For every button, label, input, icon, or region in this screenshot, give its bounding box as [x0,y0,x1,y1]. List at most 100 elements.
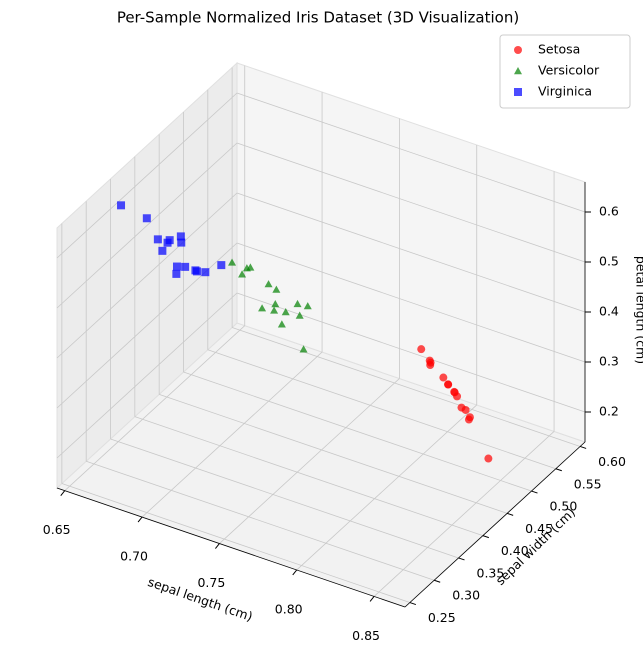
grid-line [56,92,238,259]
data-point [450,387,459,396]
grid-line [236,142,586,263]
legend-marker [514,67,522,75]
data-point [277,320,286,328]
data-point [464,415,473,424]
grid-line [56,142,238,309]
z-tick-label: 0.4 [599,304,619,319]
x-tick-label: 0.80 [275,601,303,616]
data-point [293,299,302,308]
data-point [258,304,267,312]
tick-mark [292,569,298,576]
data-point [217,261,226,270]
y-tick-label: 0.60 [598,454,626,469]
data-point [192,267,201,276]
data-point [181,262,190,271]
grid-line [373,431,555,597]
grid-line [236,242,586,363]
data-point [484,454,493,463]
tick-mark [409,602,417,606]
legend-label: Virginica [538,84,592,99]
tick-mark [458,557,465,561]
data-point [417,345,426,354]
z-tick-label: 0.5 [599,254,619,269]
chart-title: Per-Sample Normalized Iris Dataset (3D V… [117,9,519,27]
tick-mark [507,512,514,516]
x-tick-label: 0.70 [120,549,148,564]
data-point [201,268,210,277]
z-tick-label: 0.3 [599,354,619,369]
tick-mark [137,516,143,523]
tick-mark [369,596,375,602]
data-point [439,373,448,382]
grid-line [56,292,238,459]
data-point [264,280,273,288]
grid-line [110,438,459,559]
y-tick-label: 0.50 [549,499,577,514]
grid-line [232,327,581,447]
data-point [172,262,181,271]
y-tick-label: 0.30 [452,588,480,603]
grid-line [236,92,586,213]
data-point [153,235,162,244]
grid-line [236,292,586,413]
legend-label: Versicolor [538,63,600,78]
legend-label: Setosa [538,42,580,57]
data-point [444,380,453,389]
y-axis-line [404,441,586,608]
data-point [457,403,466,412]
y-tick-label: 0.45 [525,521,553,536]
data-point [270,306,279,314]
data-point [281,308,290,316]
x-axis-line [56,487,406,608]
data-point [426,361,435,370]
x-tick-label: 0.85 [352,628,380,643]
tick-mark [555,468,562,472]
y-tick-label: 0.35 [477,565,505,580]
grid-line [86,460,435,581]
y-tick-label: 0.40 [501,543,529,558]
grid-line [64,325,246,491]
x-tick-label: 0.75 [197,575,225,590]
grid-line [219,378,400,544]
tick-mark [579,445,587,449]
grid-line [236,192,586,313]
legend-box [499,34,631,109]
grid-line [134,416,483,537]
grid-line [183,371,532,492]
y-tick-label: 0.25 [428,610,456,625]
z-axis-label: petal length (cm) [634,256,643,364]
data-point [238,270,247,278]
data-point [299,345,308,353]
x-tick-label: 0.65 [43,522,71,537]
data-point [295,311,304,319]
grid-line [56,192,238,359]
data-point [176,232,185,241]
data-point [117,201,126,210]
data-point [303,302,312,310]
grid-line [159,393,508,514]
data-point [158,246,167,255]
tick-mark [60,490,66,496]
data-point [272,285,281,293]
tick-mark [531,490,538,494]
grid-line [207,349,556,470]
legend-marker [514,46,522,54]
data-point [177,238,186,247]
z-tick-label: 0.6 [599,204,619,219]
data-point [165,236,174,245]
z-tick-label: 0.2 [599,404,619,419]
grid-line [296,404,478,571]
y-tick-label: 0.55 [574,476,602,491]
tick-mark [215,543,220,549]
grid-line [61,483,410,603]
data-point [242,264,251,272]
data-point [228,258,237,266]
grid-line [141,351,323,518]
data-point [142,214,151,223]
legend-marker [514,88,522,96]
data-point [271,300,280,308]
tick-mark [434,579,441,583]
data-point [172,269,181,278]
tick-mark [482,535,489,539]
